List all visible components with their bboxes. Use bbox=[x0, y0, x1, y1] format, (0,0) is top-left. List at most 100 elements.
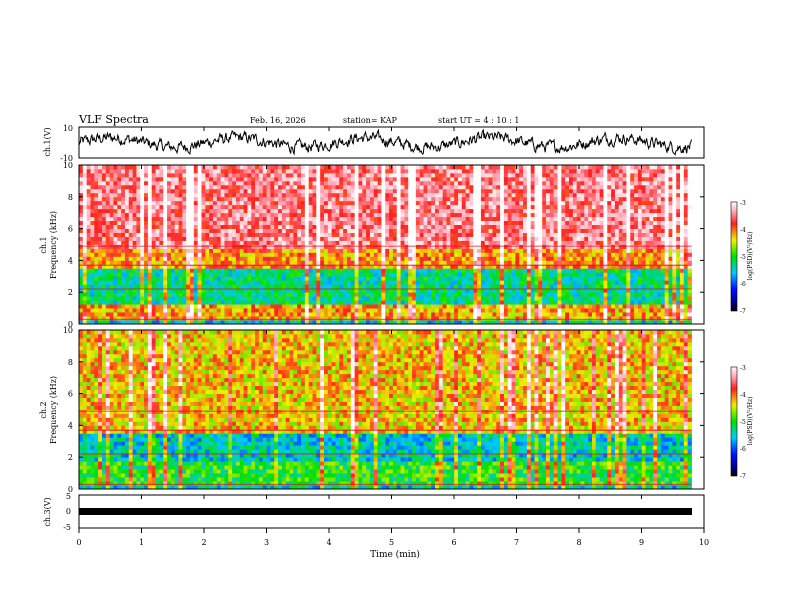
spectrogram-cell bbox=[304, 188, 310, 194]
spectrogram-cell bbox=[117, 296, 122, 301]
spectrogram-cell bbox=[243, 208, 248, 214]
spectrogram-cell bbox=[431, 220, 436, 226]
spectrogram-cell bbox=[316, 284, 321, 289]
spectrogram-cell bbox=[385, 232, 390, 237]
spectrogram-cell bbox=[312, 280, 317, 285]
spectrogram-cell bbox=[205, 256, 210, 261]
spectrogram-cell bbox=[358, 220, 363, 226]
spectrogram-cell bbox=[331, 232, 336, 237]
spectrogram-cell bbox=[549, 172, 555, 178]
spectrogram-cell bbox=[435, 316, 440, 321]
spectrogram-cell bbox=[86, 168, 91, 174]
spectrogram-cell bbox=[362, 188, 367, 194]
spectrogram-cell bbox=[377, 280, 382, 285]
spectrogram-cell bbox=[124, 172, 130, 178]
spectrogram-cell bbox=[216, 192, 222, 198]
spectrogram-cell bbox=[400, 180, 405, 186]
spectrogram-cell bbox=[136, 248, 141, 253]
spectrogram-cell bbox=[435, 176, 440, 182]
spectrogram-cell bbox=[549, 165, 555, 170]
spectrogram-cell bbox=[258, 208, 264, 214]
spectrogram-cell bbox=[446, 280, 451, 285]
spectrogram-cell bbox=[396, 204, 401, 210]
spectrogram-cell bbox=[117, 276, 122, 281]
spectrogram-cell bbox=[90, 252, 95, 257]
spectrogram-cell bbox=[258, 276, 264, 281]
spectrogram-cell bbox=[515, 264, 520, 269]
spectrogram-cell bbox=[109, 268, 114, 273]
spectrogram-cell bbox=[258, 244, 264, 249]
spectrogram-cell bbox=[289, 176, 294, 182]
spectrogram-cell bbox=[488, 188, 493, 194]
spectrogram-cell bbox=[117, 320, 122, 325]
spectrogram-cell bbox=[251, 165, 256, 170]
spectrogram-cell bbox=[335, 300, 340, 305]
spectrogram-cell bbox=[159, 304, 164, 309]
spectrogram-cell bbox=[247, 296, 252, 301]
spectrogram-cell bbox=[132, 280, 137, 285]
spectrogram-cell bbox=[500, 216, 505, 222]
spectrogram-cell bbox=[362, 300, 367, 305]
spectrogram-cell bbox=[469, 180, 474, 186]
spectrogram-cell bbox=[262, 272, 267, 277]
spectrogram-cell bbox=[255, 236, 260, 241]
spectrogram-cell bbox=[228, 168, 233, 174]
spectrogram-cell bbox=[239, 188, 245, 194]
spectrogram-cell bbox=[400, 308, 405, 313]
spectrogram-cell bbox=[373, 240, 378, 245]
spectrogram-cell bbox=[327, 284, 333, 289]
spectrogram-cell bbox=[404, 304, 409, 309]
spectrogram-cell bbox=[343, 272, 348, 277]
spectrogram-cell bbox=[377, 260, 382, 265]
spectrogram-cell bbox=[101, 312, 107, 317]
spectrogram-cell bbox=[255, 284, 260, 289]
spectrogram-cell bbox=[503, 200, 509, 206]
spectrogram-cell bbox=[128, 260, 133, 265]
spectrogram-cell bbox=[369, 316, 375, 321]
spectrogram-cell bbox=[297, 248, 302, 253]
spectrogram-cell bbox=[469, 196, 474, 202]
spectrogram-cell bbox=[331, 320, 336, 325]
spectrogram-cell bbox=[369, 192, 375, 198]
spectrogram-cell bbox=[79, 260, 84, 265]
spectrogram-cell bbox=[400, 244, 405, 249]
spectrogram-cell bbox=[151, 268, 156, 273]
spectrogram-cell bbox=[128, 165, 133, 170]
spectrogram-cell bbox=[392, 320, 398, 325]
spectrogram-cell bbox=[274, 248, 279, 253]
spectrogram-cell bbox=[117, 304, 122, 309]
spectrogram-cell bbox=[457, 300, 463, 305]
spectrogram-cell bbox=[549, 284, 555, 289]
spectrogram-cell bbox=[197, 192, 202, 198]
spectrogram-cell bbox=[484, 312, 490, 317]
spectrogram-cell bbox=[339, 172, 344, 178]
spectrogram-cell bbox=[132, 296, 137, 301]
spectrogram-cell bbox=[488, 252, 493, 257]
spectrogram-cell bbox=[197, 284, 202, 289]
spectrogram-cell bbox=[255, 304, 260, 309]
spectrogram-cell bbox=[331, 224, 336, 229]
spectrogram-cell bbox=[354, 304, 359, 309]
spectrogram-cell bbox=[542, 292, 547, 297]
spectrogram-cell bbox=[362, 220, 367, 226]
spectrogram-cell bbox=[473, 256, 478, 261]
spectrogram-cell bbox=[155, 260, 160, 265]
spectrogram-cell bbox=[465, 240, 470, 245]
spectrogram-cell bbox=[209, 320, 214, 325]
spectrogram-cell bbox=[511, 312, 516, 317]
spectrogram-cell bbox=[526, 248, 532, 253]
spectrogram-cell bbox=[526, 188, 532, 194]
spectrogram-cell bbox=[515, 288, 520, 293]
spectrogram-cell bbox=[167, 208, 172, 214]
spectrogram-cell bbox=[480, 264, 486, 269]
spectrogram-cell bbox=[201, 268, 206, 273]
spectrogram-cell bbox=[526, 276, 532, 281]
spectrogram-cell bbox=[243, 184, 248, 190]
spectrogram-cell bbox=[496, 196, 501, 202]
spectrogram-cell bbox=[216, 256, 222, 261]
spectrogram-cell bbox=[412, 248, 417, 253]
spectrogram-cell bbox=[270, 212, 275, 218]
spectrogram-cell bbox=[132, 268, 137, 273]
spectrogram-cell bbox=[354, 316, 359, 321]
spectrogram-cell bbox=[239, 312, 245, 317]
